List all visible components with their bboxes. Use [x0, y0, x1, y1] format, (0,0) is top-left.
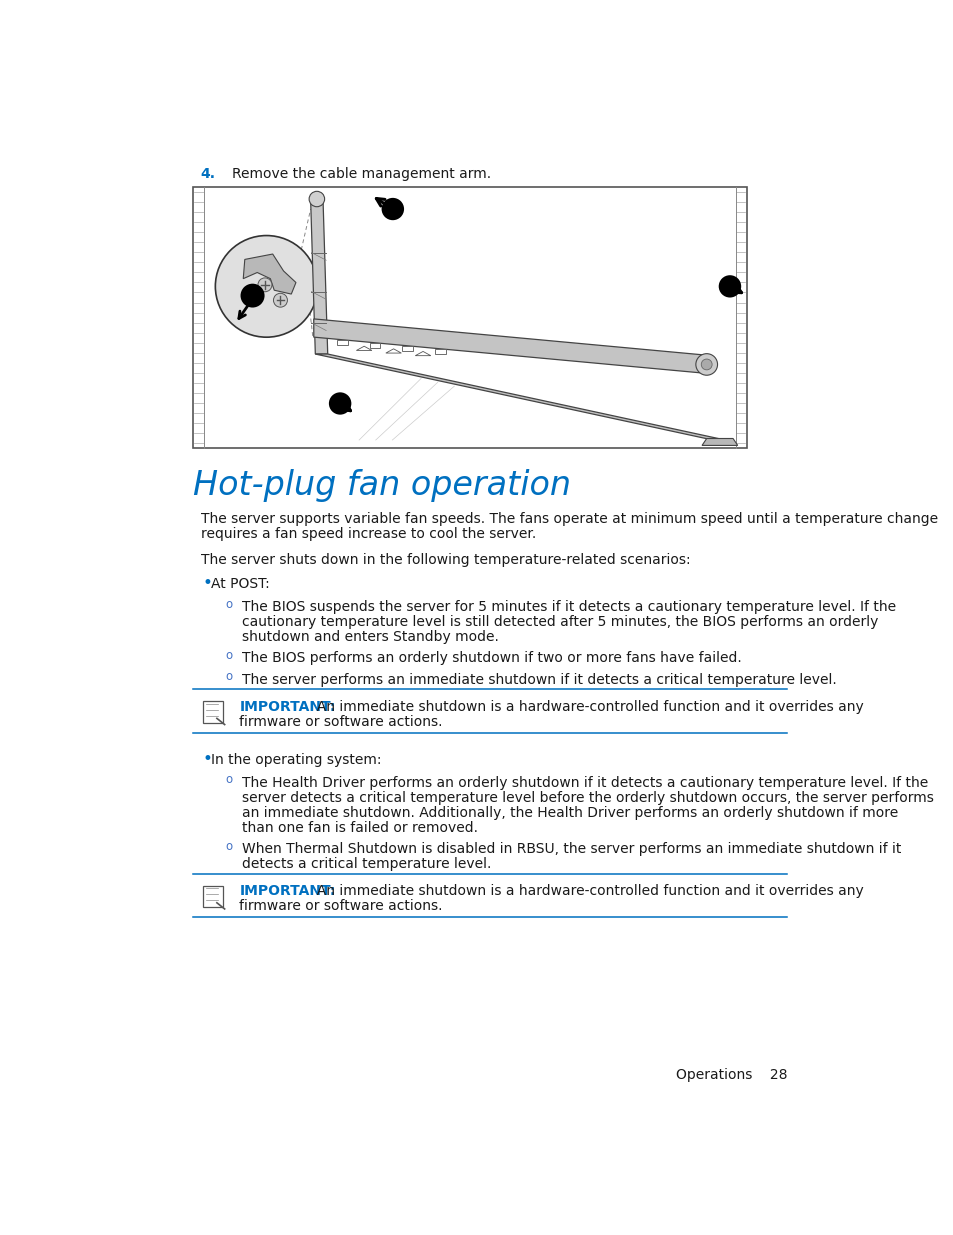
Text: 2: 2: [335, 399, 344, 409]
Text: o: o: [225, 598, 233, 611]
Text: The server supports variable fan speeds. The fans operate at minimum speed until: The server supports variable fan speeds.…: [200, 513, 937, 526]
Text: •: •: [202, 574, 212, 593]
Text: o: o: [225, 840, 233, 852]
Circle shape: [695, 353, 717, 375]
Text: 1: 1: [249, 290, 256, 300]
Polygon shape: [311, 201, 328, 354]
Text: 2: 2: [389, 205, 396, 215]
Bar: [336, 340, 348, 345]
Circle shape: [257, 278, 272, 291]
Text: Hot-plug fan operation: Hot-plug fan operation: [193, 469, 570, 503]
Polygon shape: [314, 319, 707, 373]
Text: Operations    28: Operations 28: [675, 1068, 786, 1082]
Polygon shape: [315, 354, 724, 440]
Circle shape: [718, 275, 740, 298]
Text: The server performs an immediate shutdown if it detects a critical temperature l: The server performs an immediate shutdow…: [241, 673, 836, 687]
Bar: [193, 188, 746, 448]
Circle shape: [240, 284, 264, 308]
Text: IMPORTANT:: IMPORTANT:: [239, 884, 335, 898]
Polygon shape: [356, 346, 372, 351]
Text: The BIOS suspends the server for 5 minutes if it detects a cautionary temperatur: The BIOS suspends the server for 5 minut…: [241, 600, 895, 614]
Polygon shape: [701, 438, 737, 446]
Polygon shape: [415, 352, 431, 356]
Text: firmware or software actions.: firmware or software actions.: [239, 899, 442, 914]
Text: detects a critical temperature level.: detects a critical temperature level.: [241, 857, 491, 871]
Text: o: o: [225, 773, 233, 787]
Text: An immediate shutdown is a hardware-controlled function and it overrides any: An immediate shutdown is a hardware-cont…: [307, 884, 862, 898]
Text: cautionary temperature level is still detected after 5 minutes, the BIOS perform: cautionary temperature level is still de…: [241, 615, 877, 629]
Circle shape: [274, 293, 287, 308]
Circle shape: [215, 236, 317, 337]
Text: •: •: [202, 750, 212, 768]
Polygon shape: [385, 348, 401, 353]
Text: Remove the cable management arm.: Remove the cable management arm.: [232, 168, 490, 182]
Text: IMPORTANT:: IMPORTANT:: [239, 700, 335, 714]
Text: At POST:: At POST:: [211, 578, 269, 592]
Text: The Health Driver performs an orderly shutdown if it detects a cautionary temper: The Health Driver performs an orderly sh…: [241, 776, 927, 789]
Bar: [369, 343, 380, 348]
Text: o: o: [225, 650, 233, 662]
Text: firmware or software actions.: firmware or software actions.: [239, 715, 442, 729]
Text: 4.: 4.: [200, 168, 215, 182]
Bar: [435, 350, 445, 354]
Text: The BIOS performs an orderly shutdown if two or more fans have failed.: The BIOS performs an orderly shutdown if…: [241, 651, 740, 666]
Circle shape: [381, 198, 404, 220]
Text: than one fan is failed or removed.: than one fan is failed or removed.: [241, 821, 477, 835]
Circle shape: [309, 191, 324, 206]
Bar: [203, 701, 223, 722]
Text: requires a fan speed increase to cool the server.: requires a fan speed increase to cool th…: [200, 527, 536, 541]
Text: An immediate shutdown is a hardware-controlled function and it overrides any: An immediate shutdown is a hardware-cont…: [307, 700, 862, 714]
Text: When Thermal Shutdown is disabled in RBSU, the server performs an immediate shut: When Thermal Shutdown is disabled in RBS…: [241, 842, 901, 856]
Circle shape: [700, 359, 711, 369]
Text: In the operating system:: In the operating system:: [211, 753, 381, 767]
Polygon shape: [243, 254, 295, 294]
Text: o: o: [225, 671, 233, 683]
Bar: [402, 346, 413, 351]
Circle shape: [329, 393, 351, 415]
Text: 2: 2: [725, 282, 733, 291]
Text: server detects a critical temperature level before the orderly shutdown occurs, : server detects a critical temperature le…: [241, 790, 933, 805]
Text: The server shuts down in the following temperature-related scenarios:: The server shuts down in the following t…: [200, 553, 690, 567]
Bar: [203, 885, 223, 908]
Text: shutdown and enters Standby mode.: shutdown and enters Standby mode.: [241, 630, 498, 645]
Text: an immediate shutdown. Additionally, the Health Driver performs an orderly shutd: an immediate shutdown. Additionally, the…: [241, 805, 897, 820]
